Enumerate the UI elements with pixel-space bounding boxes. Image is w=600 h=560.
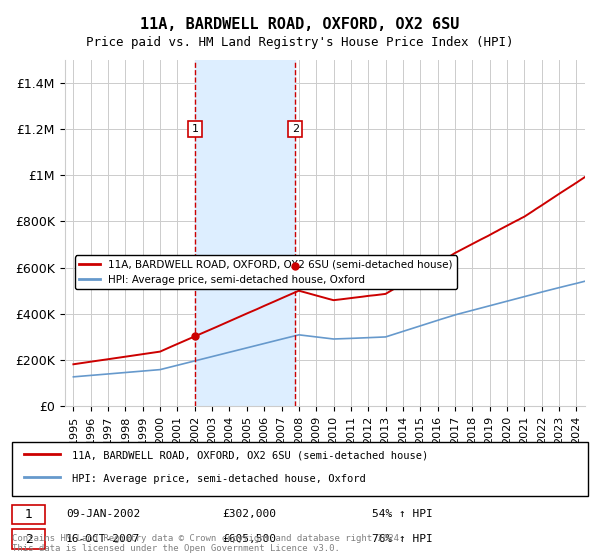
11A, BARDWELL ROAD, OXFORD, OX2 6SU (semi-detached house) [224, 319, 232, 325]
FancyBboxPatch shape [12, 442, 588, 496]
HPI: Average price, semi-detached house, Oxford: (2.02e+03, 5.49e+05): Average price, semi-detached house, Oxfo… [589, 276, 596, 283]
11A, BARDWELL ROAD, OXFORD, OX2 6SU (semi-detached house) [560, 188, 567, 194]
Text: 09-JAN-2002: 09-JAN-2002 [66, 510, 140, 520]
FancyBboxPatch shape [12, 529, 45, 549]
Text: 1: 1 [192, 124, 199, 134]
Text: 76% ↑ HPI: 76% ↑ HPI [372, 534, 433, 544]
Text: 16-OCT-2007: 16-OCT-2007 [66, 534, 140, 544]
Text: £302,000: £302,000 [222, 510, 276, 520]
11A, BARDWELL ROAD, OXFORD, OX2 6SU (semi-detached house) [133, 352, 140, 358]
Text: HPI: Average price, semi-detached house, Oxford: HPI: Average price, semi-detached house,… [72, 474, 366, 484]
Bar [196, 60, 295, 406]
Text: 1: 1 [25, 508, 33, 521]
Text: 2: 2 [292, 124, 299, 134]
HPI: Average price, semi-detached house, Oxford: (2.02e+03, 5.18e+05): Average price, semi-detached house, Oxfo… [560, 283, 567, 290]
HPI: Average price, semi-detached house, Oxford: (2.01e+03, 2.61e+05): Average price, semi-detached house, Oxfo… [250, 343, 257, 349]
Line: 11A, BARDWELL ROAD, OXFORD, OX2 6SU (semi-detached house): 11A, BARDWELL ROAD, OXFORD, OX2 6SU (sem… [73, 172, 592, 364]
Text: 54% ↑ HPI: 54% ↑ HPI [372, 510, 433, 520]
11A, BARDWELL ROAD, OXFORD, OX2 6SU (semi-detached house) [250, 307, 257, 314]
Legend: 11A, BARDWELL ROAD, OXFORD, OX2 6SU (semi-detached house), HPI: Average price, s: 11A, BARDWELL ROAD, OXFORD, OX2 6SU (sem… [75, 255, 457, 289]
11A, BARDWELL ROAD, OXFORD, OX2 6SU (semi-detached house) [296, 288, 304, 295]
HPI: Average price, semi-detached house, Oxford: (2e+03, 1.27e+05): Average price, semi-detached house, Oxfo… [70, 374, 77, 380]
Text: 2: 2 [25, 533, 33, 545]
Text: Price paid vs. HM Land Registry's House Price Index (HPI): Price paid vs. HM Land Registry's House … [86, 36, 514, 49]
Text: 11A, BARDWELL ROAD, OXFORD, OX2 6SU (semi-detached house): 11A, BARDWELL ROAD, OXFORD, OX2 6SU (sem… [72, 450, 428, 460]
Text: £605,500: £605,500 [222, 534, 276, 544]
HPI: Average price, semi-detached house, Oxford: (2e+03, 2.32e+05): Average price, semi-detached house, Oxfo… [224, 349, 232, 356]
Text: Contains HM Land Registry data © Crown copyright and database right 2024.
This d: Contains HM Land Registry data © Crown c… [12, 534, 404, 553]
11A, BARDWELL ROAD, OXFORD, OX2 6SU (semi-detached house) [70, 361, 77, 367]
HPI: Average price, semi-detached house, Oxford: (2e+03, 1.5e+05): Average price, semi-detached house, Oxfo… [133, 368, 140, 375]
HPI: Average price, semi-detached house, Oxford: (2e+03, 2.51e+05): Average price, semi-detached house, Oxfo… [242, 345, 249, 352]
Line: HPI: Average price, semi-detached house, Oxford: HPI: Average price, semi-detached house,… [73, 279, 592, 377]
Text: 11A, BARDWELL ROAD, OXFORD, OX2 6SU: 11A, BARDWELL ROAD, OXFORD, OX2 6SU [140, 17, 460, 32]
11A, BARDWELL ROAD, OXFORD, OX2 6SU (semi-detached house) [589, 169, 596, 176]
11A, BARDWELL ROAD, OXFORD, OX2 6SU (semi-detached house) [242, 311, 249, 318]
HPI: Average price, semi-detached house, Oxford: (2.01e+03, 3.08e+05): Average price, semi-detached house, Oxfo… [296, 332, 304, 338]
FancyBboxPatch shape [12, 505, 45, 524]
